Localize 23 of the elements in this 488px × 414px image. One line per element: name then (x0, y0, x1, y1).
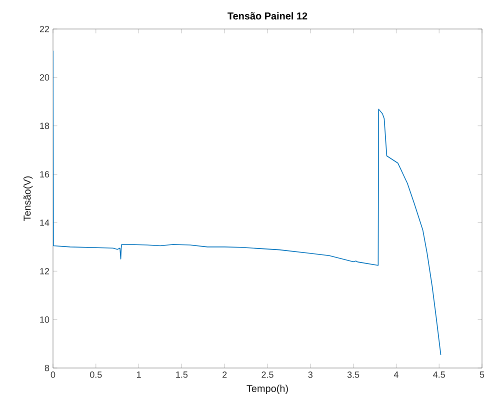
y-tick-label: 22 (40, 26, 50, 32)
line-series (53, 50, 442, 356)
x-tick-label: 2.5 (262, 372, 274, 378)
x-tick-label: 3.5 (347, 372, 360, 378)
x-tick-label: 0 (50, 372, 56, 378)
y-tick-label: 18 (40, 122, 50, 130)
x-tick-label: 1.5 (176, 372, 188, 378)
x-tick-label: 2 (222, 372, 227, 378)
x-tick-label: 1 (136, 372, 141, 378)
chart-title: Tensão Painel 12 (228, 12, 308, 20)
y-tick-label: 14 (40, 220, 50, 226)
x-axis-title: Tempo(h) (246, 384, 288, 394)
x-tick-label: 4.5 (433, 372, 445, 378)
y-tick-label: 16 (40, 171, 50, 178)
y-tick-label: 10 (40, 316, 50, 323)
y-tick-label: 12 (40, 268, 50, 274)
x-tick-label: 5 (480, 372, 484, 378)
x-tick-label: 3 (308, 372, 312, 378)
y-axis-title: Tensão(V) (23, 176, 33, 221)
y-tick-label: 20 (40, 74, 50, 81)
x-tick-label: 4 (394, 372, 398, 378)
y-tick-label: 8 (44, 364, 50, 372)
x-tick-label: 0.5 (90, 372, 102, 378)
